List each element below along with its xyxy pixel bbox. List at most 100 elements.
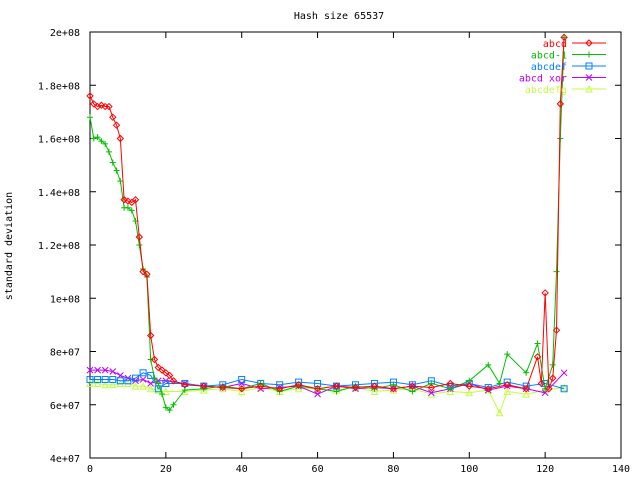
- y-tick-label: 1.4e+08: [38, 188, 80, 199]
- data-point: [159, 391, 166, 398]
- data-point: [112, 121, 121, 129]
- data-point: [545, 385, 553, 393]
- data-point: [542, 385, 549, 392]
- data-point: [116, 134, 125, 143]
- x-tick-label: 60: [312, 464, 324, 475]
- data-point: [139, 267, 147, 276]
- data-point: [139, 381, 147, 390]
- y-tick-label: 1e+08: [50, 294, 80, 305]
- legend-label: abcd-1: [531, 51, 567, 62]
- data-point: [522, 389, 530, 398]
- data-point: [541, 289, 549, 297]
- data-point: [238, 380, 246, 387]
- data-point: [294, 384, 303, 393]
- data-point: [495, 408, 504, 417]
- data-point: [496, 380, 503, 387]
- data-point: [132, 374, 140, 382]
- axes: 0 20 40 60 80 100 120 140 4e+07 6e+07 8e+07 1e+08 1.…: [38, 28, 630, 475]
- data-point: [94, 366, 101, 374]
- data-point: [101, 380, 109, 389]
- legend-marker: [586, 51, 592, 58]
- series-abcd-xor: [86, 366, 568, 398]
- data-point: [560, 369, 568, 377]
- data-point: [101, 375, 109, 383]
- data-point: [560, 385, 568, 393]
- data-point: [147, 356, 154, 363]
- data-point: [351, 383, 360, 392]
- series-line: [89, 37, 565, 390]
- data-point: [166, 407, 173, 414]
- data-point: [537, 379, 546, 388]
- data-point: [101, 366, 109, 374]
- data-point: [124, 197, 132, 205]
- data-point: [541, 389, 549, 397]
- data-point: [200, 382, 208, 390]
- data-point: [116, 377, 124, 385]
- data-point: [135, 233, 144, 241]
- data-point: [86, 379, 94, 387]
- data-point: [533, 353, 542, 361]
- data-point: [90, 100, 98, 108]
- data-point: [93, 102, 102, 111]
- legend-label: abcdefg: [525, 85, 567, 96]
- data-point: [139, 376, 147, 383]
- data-point: [549, 374, 557, 382]
- data-point: [389, 385, 398, 393]
- data-point: [154, 385, 163, 394]
- data-point: [503, 381, 511, 389]
- data-point: [275, 385, 284, 393]
- data-point: [484, 383, 492, 391]
- data-point: [332, 382, 341, 390]
- data-point: [238, 375, 246, 383]
- x-tick-label: 120: [536, 464, 554, 475]
- x-tick-label: 80: [387, 464, 399, 475]
- data-point: [108, 380, 117, 389]
- data-point: [237, 387, 246, 395]
- y-tick-label: 2e+08: [50, 28, 80, 39]
- data-point: [165, 371, 174, 380]
- data-point: [162, 379, 170, 387]
- data-point: [124, 204, 131, 211]
- data-point: [128, 207, 135, 214]
- data-point: [131, 381, 140, 390]
- data-point: [170, 401, 177, 408]
- data-point: [86, 366, 94, 374]
- data-point: [553, 268, 560, 275]
- data-point: [124, 377, 132, 385]
- chart-title: Hash size 65537: [294, 11, 384, 22]
- data-point: [556, 100, 565, 108]
- legend-label: abcd xor: [519, 74, 567, 85]
- x-tick-label: 140: [612, 464, 630, 475]
- data-point: [151, 375, 158, 382]
- data-point: [86, 92, 94, 100]
- data-point: [136, 242, 143, 248]
- data-point: [534, 340, 541, 347]
- data-point: [427, 383, 436, 392]
- y-tick-label: 4e+07: [50, 454, 80, 465]
- x-tick-label: 100: [460, 464, 478, 475]
- data-point: [446, 387, 455, 395]
- data-point: [294, 381, 303, 389]
- data-point: [120, 196, 128, 204]
- data-point: [158, 366, 166, 374]
- data-point: [98, 138, 105, 145]
- data-point: [181, 381, 189, 389]
- data-point: [117, 178, 124, 185]
- data-point: [162, 387, 170, 395]
- data-point: [109, 159, 116, 166]
- data-point: [109, 113, 117, 121]
- data-point: [139, 369, 147, 377]
- data-point: [87, 114, 93, 121]
- data-point: [150, 355, 159, 364]
- data-point: [408, 382, 417, 390]
- data-point: [199, 385, 208, 394]
- data-point: [105, 148, 112, 155]
- legend-label: abcd: [543, 39, 567, 50]
- x-tick-label: 0: [87, 464, 93, 475]
- data-point: [146, 331, 155, 340]
- data-point: [522, 385, 530, 393]
- series-line: [89, 37, 565, 411]
- data-point: [552, 326, 561, 334]
